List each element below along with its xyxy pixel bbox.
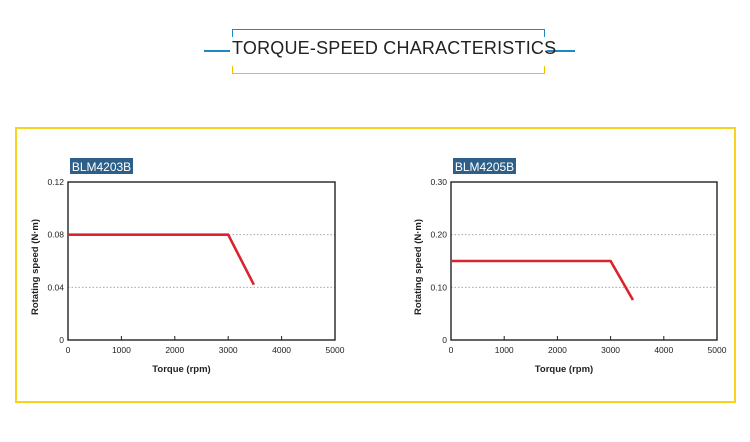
section-header: TORQUE-SPEED CHARACTERISTICS	[0, 0, 750, 90]
y-tick-label: 0	[442, 335, 447, 345]
y-axis-label: Rotating speed (N·m)	[30, 219, 41, 315]
header-corner-tick	[544, 29, 545, 37]
y-tick-label: 0	[59, 335, 64, 345]
page-title: TORQUE-SPEED CHARACTERISTICS	[232, 38, 557, 58]
y-tick-label: 0.20	[430, 230, 447, 240]
x-tick-label: 5000	[326, 345, 345, 355]
charts-frame	[15, 127, 736, 403]
series-line-blm4203b	[68, 233, 255, 286]
y-axis-label: Rotating speed (N·m)	[413, 219, 424, 315]
x-axis-label: Torque (rpm)	[152, 364, 210, 375]
y-tick-label: 0.12	[47, 177, 64, 187]
x-tick-label: 4000	[272, 345, 291, 355]
chart-title: BLM4205B	[455, 160, 514, 174]
x-tick-label: 4000	[654, 345, 673, 355]
header-right-dash	[547, 50, 575, 52]
x-axis-label: Torque (rpm)	[535, 364, 593, 375]
y-tick-label: 0.30	[430, 177, 447, 187]
x-tick-label: 0	[449, 345, 454, 355]
y-tick-label: 0.08	[47, 230, 64, 240]
y-tick-label: 0.10	[430, 282, 447, 292]
y-tick-label: 0.04	[47, 282, 64, 292]
x-tick-label: 3000	[219, 345, 238, 355]
x-tick-label: 0	[66, 345, 71, 355]
chart-1: BLM4205B 0 1000 2000 3000 4000 5000 0 0.10 0.20 0.…	[413, 158, 727, 375]
x-tick-label: 2000	[548, 345, 567, 355]
header-bottom-rule	[232, 73, 545, 74]
header-corner-tick	[232, 66, 233, 74]
header-top-rule	[232, 29, 545, 30]
chart-title-badge	[453, 158, 516, 174]
header-left-dash	[204, 50, 230, 52]
chart-0: BLM4203B 0 1000 2000 3000 4000 5000 0 0.04 0.08 0.…	[30, 158, 345, 375]
x-tick-label: 3000	[601, 345, 620, 355]
header-corner-tick	[544, 66, 545, 74]
series-line-blm4205b	[451, 259, 635, 301]
chart-title-badge	[70, 158, 133, 174]
x-tick-label: 5000	[708, 345, 727, 355]
x-tick-label: 1000	[495, 345, 514, 355]
plot-area-border	[67, 181, 336, 341]
header-corner-tick	[232, 29, 233, 37]
x-tick-label: 2000	[165, 345, 184, 355]
x-tick-label: 1000	[112, 345, 131, 355]
chart-title: BLM4203B	[72, 160, 131, 174]
